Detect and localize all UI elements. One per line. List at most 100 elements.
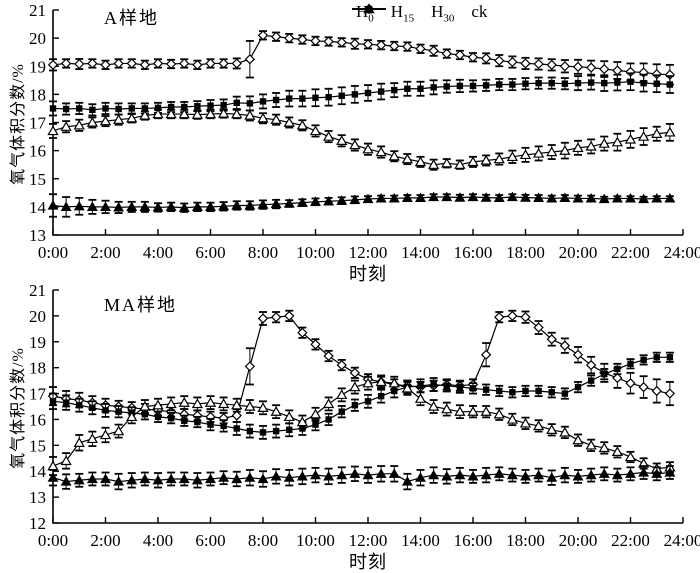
series-H30 <box>47 374 676 477</box>
diamond-open-marker-icon <box>349 367 361 378</box>
square-filled-marker-icon <box>246 100 254 107</box>
square-filled-marker-icon <box>62 105 70 113</box>
triangle-open-marker-icon <box>126 112 138 123</box>
x-axis-tick-label: 20:00 <box>559 243 598 262</box>
y-axis-tick-label: 19 <box>29 333 46 352</box>
triangle-open-marker-icon <box>204 397 217 407</box>
triangle-open-marker-icon <box>598 442 610 453</box>
triangle-filled-marker-icon <box>362 469 374 480</box>
square-filled-marker-icon <box>233 99 240 107</box>
y-axis-tick-label: 20 <box>29 29 46 48</box>
triangle-filled-marker-icon <box>572 470 584 481</box>
square-filled-marker-icon <box>627 360 634 367</box>
triangle-filled-marker-icon <box>467 191 479 202</box>
diamond-open-marker-icon <box>441 48 452 59</box>
square-filled-marker-icon <box>601 370 608 378</box>
square-filled-marker-icon <box>220 101 227 109</box>
triangle-open-marker-icon <box>546 424 558 434</box>
triangle-filled-marker-icon <box>349 194 361 204</box>
square-filled-marker-icon <box>167 414 175 422</box>
square-filled-marker-icon <box>548 389 555 396</box>
triangle-open-marker-icon <box>362 377 374 388</box>
diamond-open-marker-icon <box>60 58 72 69</box>
triangle-open-marker-icon <box>349 381 361 392</box>
square-filled-marker-icon <box>417 382 424 389</box>
legend-label-h0: H0 <box>356 2 374 25</box>
square-filled-marker-icon <box>338 92 345 99</box>
x-axis-tick-label: 22:00 <box>611 243 650 262</box>
y-axis-tick-label: 20 <box>29 307 46 326</box>
triangle-open-marker-icon <box>112 425 125 436</box>
diamond-open-marker-icon <box>257 30 269 41</box>
triangle-filled-marker-icon <box>611 469 623 480</box>
triangle-filled-marker-icon <box>664 193 676 203</box>
x-axis-tick-label: 24:00 <box>664 243 700 262</box>
triangle-filled-marker-icon <box>205 473 216 484</box>
x-axis-tick-label: 6:00 <box>195 531 225 550</box>
triangle-open-marker-icon <box>126 411 138 422</box>
diamond-open-marker-icon <box>415 43 426 54</box>
square-filled-marker-icon <box>666 354 674 361</box>
diamond-open-marker-icon <box>375 40 387 51</box>
triangle-filled-marker-icon <box>139 201 151 211</box>
triangle-open-marker-icon <box>60 121 72 131</box>
triangle-filled-marker-icon <box>598 468 610 478</box>
triangle-filled-marker-icon <box>428 191 440 202</box>
diamond-open-marker-icon <box>480 349 492 360</box>
triangle-open-marker-icon <box>73 437 85 447</box>
triangle-filled-marker-icon <box>493 192 505 202</box>
triangle-filled-marker-icon <box>480 192 492 202</box>
triangle-filled-marker-icon <box>651 193 663 203</box>
diamond-open-marker-icon <box>507 310 518 322</box>
y-axis-tick-label: 14 <box>29 462 47 481</box>
diamond-open-marker-icon <box>349 38 361 49</box>
triangle-filled-marker-icon <box>362 193 374 204</box>
triangle-open-marker-icon <box>191 398 204 409</box>
diamond-open-marker-icon <box>231 410 242 421</box>
diamond-open-marker-icon <box>126 58 137 69</box>
x-axis-tick-label: 18:00 <box>506 243 545 262</box>
diamond-open-marker-icon <box>599 63 610 75</box>
triangle-open-marker-icon <box>611 446 624 457</box>
triangle-open-marker-icon <box>401 153 414 164</box>
triangle-filled-marker-icon <box>270 198 282 209</box>
square-filled-marker-icon <box>246 427 254 435</box>
square-filled-marker-icon <box>141 105 149 112</box>
triangle-filled-marker-icon <box>47 472 59 482</box>
diamond-open-marker-icon <box>257 313 269 324</box>
triangle-open-marker-icon <box>519 417 532 428</box>
square-filled-marker-icon <box>325 416 332 423</box>
triangle-filled-marker-icon <box>454 192 466 202</box>
legend-label-h15: H15 <box>390 2 415 25</box>
triangle-filled-marker-icon <box>664 467 676 477</box>
square-filled-marker-icon <box>49 105 57 112</box>
triangle-filled-marker-icon <box>375 193 387 203</box>
triangle-open-marker-icon <box>427 159 440 169</box>
diamond-open-marker-icon <box>270 312 282 323</box>
diamond-open-marker-icon <box>651 385 662 397</box>
square-filled-marker-icon <box>535 79 542 87</box>
square-filled-marker-icon <box>443 83 450 90</box>
diamond-open-marker-icon <box>87 58 98 69</box>
triangle-filled-marker-icon <box>191 474 203 485</box>
diamond-open-marker-icon <box>507 56 518 68</box>
triangle-filled-marker-icon <box>178 202 190 212</box>
square-filled-marker-icon <box>614 79 621 86</box>
triangle-filled-marker-icon <box>546 193 558 203</box>
x-axis-tick-label: 22:00 <box>611 531 650 550</box>
diamond-open-marker-icon <box>585 359 597 371</box>
diamond-open-marker-icon <box>638 381 649 393</box>
triangle-open-marker-icon <box>624 133 637 144</box>
triangle-filled-marker-icon <box>467 470 479 481</box>
triangle-open-marker-icon <box>165 108 177 119</box>
square-filled-marker-icon <box>522 80 529 87</box>
chart-a: 13 14 15 16 17 18 19 20 21 0:00 2:00 4:00 6:00 8:00 10… <box>29 1 700 262</box>
triangle-open-marker-icon <box>572 434 584 445</box>
triangle-open-marker-icon <box>257 112 269 123</box>
x-axis-tick-label: 0:00 <box>38 531 68 550</box>
diamond-open-marker-icon <box>494 312 505 323</box>
series-H0 <box>47 30 676 86</box>
diamond-open-marker-icon <box>310 339 321 350</box>
y-axis-tick-label: 17 <box>29 114 47 133</box>
square-filled-marker-icon <box>207 421 214 428</box>
